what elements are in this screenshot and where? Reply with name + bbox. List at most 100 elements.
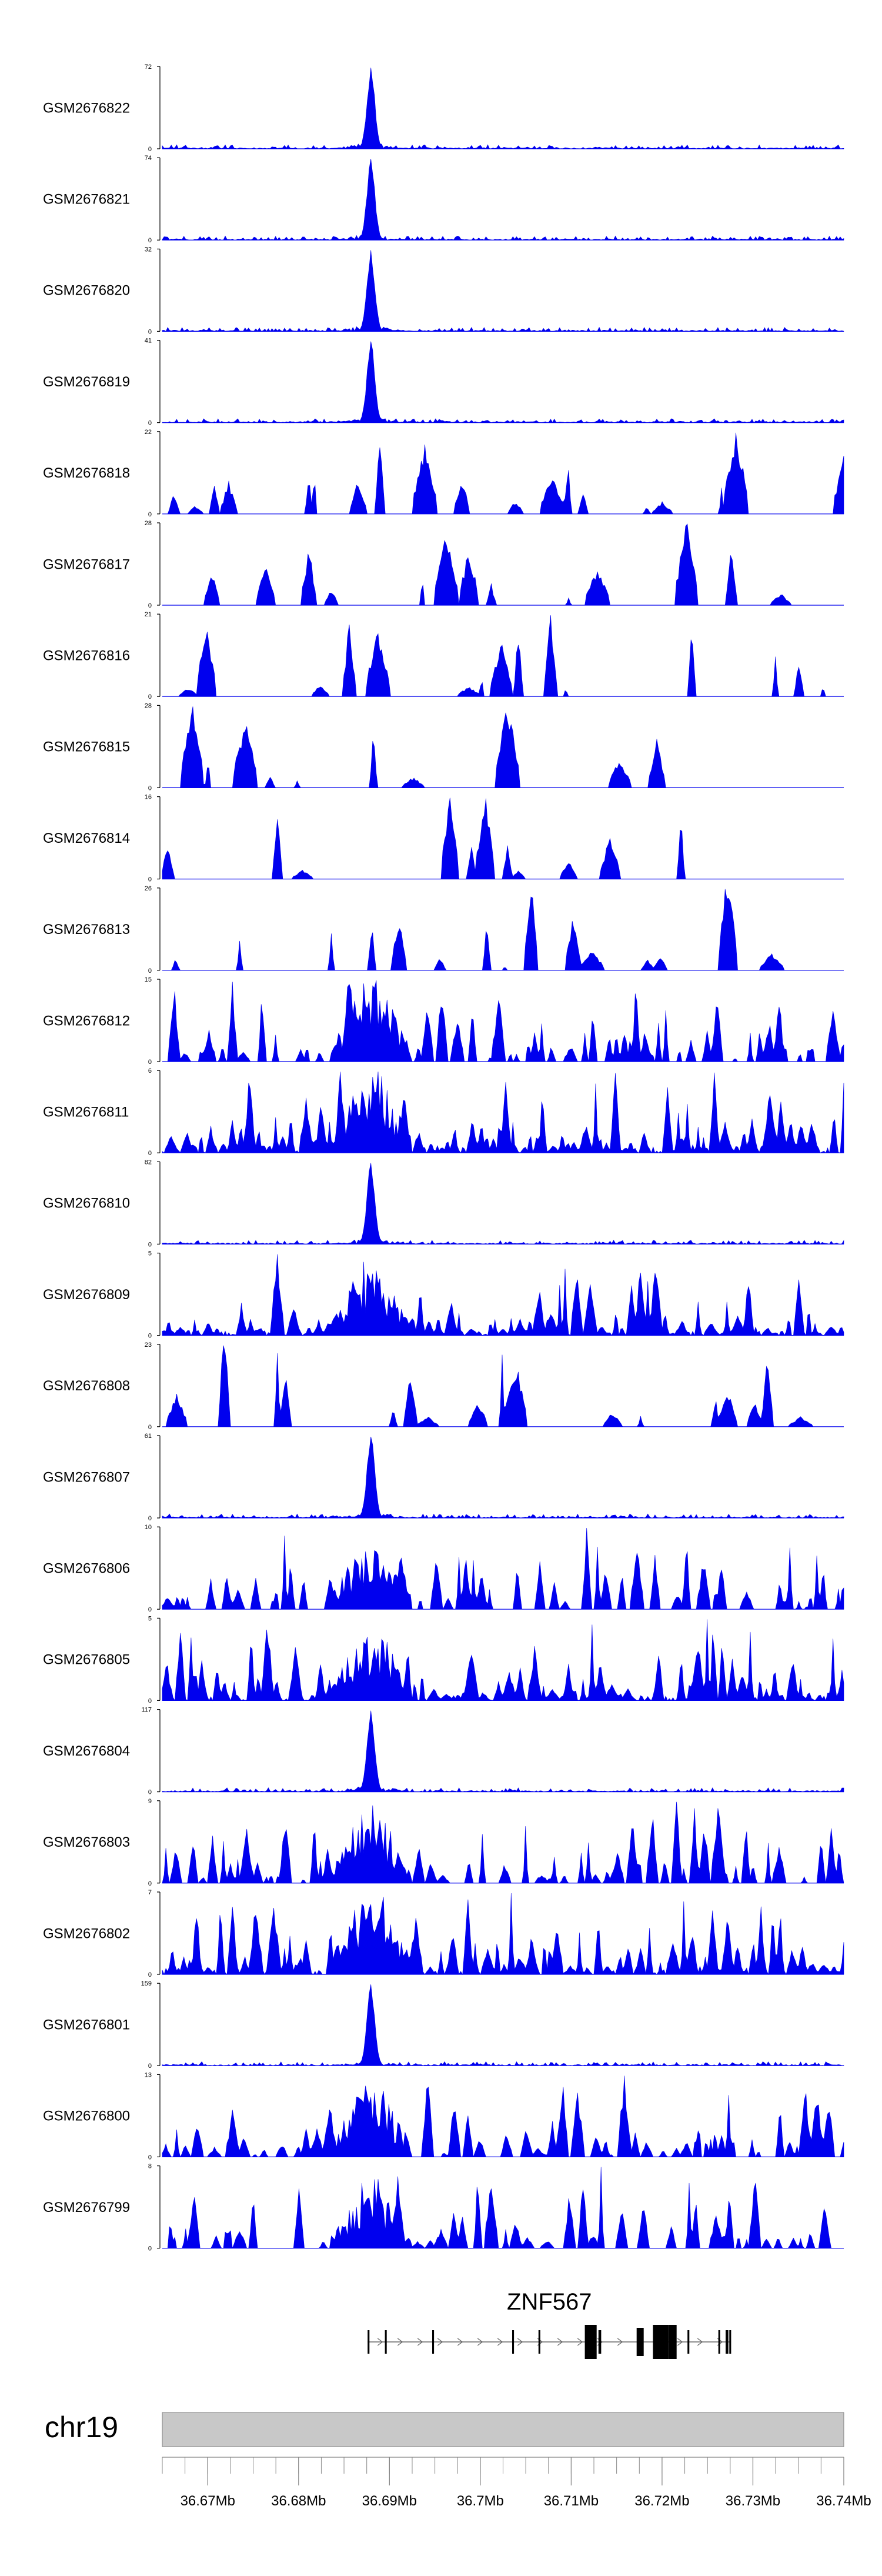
gene-track: ZNF567: [368, 2289, 731, 2359]
y-zero-label: 0: [148, 876, 152, 883]
gene-exon: [584, 2325, 597, 2359]
genome-axis: 36.67Mb 36.68Mb 36.69Mb 36.7Mb 36.71Mb 36.72M…: [162, 2457, 871, 2509]
y-zero-label: 0: [148, 602, 152, 609]
track-label: GSM2676819: [43, 374, 130, 390]
strand-arrow: [417, 2338, 423, 2346]
track-gsm2676805: GSM2676805 5 0: [43, 1615, 844, 1704]
signal-tracks: GSM2676822720GSM2676821740GSM2676820320G…: [43, 64, 844, 2253]
y-max-label: 26: [145, 885, 152, 892]
y-zero-label: 0: [148, 237, 152, 244]
signal-area: [162, 980, 844, 1063]
y-max-label: 28: [145, 702, 152, 709]
gene-exon: [368, 2330, 370, 2354]
y-max-label: 117: [141, 1707, 152, 1714]
signal-area: [162, 159, 844, 241]
signal-area: [162, 1710, 844, 1793]
track-label: GSM2676807: [43, 1469, 130, 1485]
y-max-label: 82: [145, 1159, 152, 1166]
track-label: GSM2676809: [43, 1287, 130, 1303]
track-label: GSM2676799: [43, 2200, 130, 2215]
track-label: GSM2676800: [43, 2108, 130, 2124]
signal-area: [162, 1893, 844, 1976]
y-zero-label: 0: [148, 1424, 152, 1431]
track-gsm2676803: GSM2676803 9 0: [43, 1798, 844, 1887]
signal-area: [162, 1984, 844, 2066]
y-max-label: 5: [148, 1250, 152, 1257]
track-gsm2676819: GSM2676819 41 0: [43, 338, 844, 427]
y-zero-label: 0: [148, 1789, 152, 1796]
track-gsm2676806: GSM2676806 10 0: [43, 1524, 844, 1613]
signal-area: [162, 1163, 844, 1244]
track-gsm2676809: GSM2676809 5 0: [43, 1250, 844, 1340]
gene-exon: [432, 2330, 435, 2354]
track-gsm2676818: GSM2676818 22 0: [43, 429, 844, 518]
y-max-label: 22: [145, 429, 152, 436]
track-label: GSM2676817: [43, 556, 130, 572]
signal-area: [162, 1345, 844, 1427]
signal-area: [162, 341, 844, 423]
ideogram-track: chr19: [45, 2411, 844, 2447]
track-gsm2676821: GSM2676821 74 0: [43, 155, 844, 244]
x-tick-label: 36.67Mb: [181, 2493, 235, 2509]
signal-area: [162, 1072, 844, 1154]
gene-exon: [636, 2328, 644, 2356]
track-gsm2676812: GSM2676812 15 0: [43, 976, 844, 1066]
gene-exon: [668, 2325, 677, 2359]
strand-arrow: [457, 2338, 463, 2346]
strand-arrow: [477, 2338, 483, 2346]
gene-exon: [718, 2330, 720, 2354]
y-max-label: 16: [145, 794, 152, 801]
y-zero-label: 0: [148, 328, 152, 335]
track-label: GSM2676803: [43, 1834, 130, 1850]
y-max-label: 74: [145, 155, 152, 162]
track-label: GSM2676801: [43, 2017, 130, 2033]
track-label: GSM2676808: [43, 1378, 130, 1394]
gene-exon: [729, 2330, 731, 2354]
signal-area: [162, 2076, 844, 2158]
gene-name-label: ZNF567: [507, 2289, 592, 2315]
signal-area: [162, 615, 844, 697]
y-zero-label: 0: [148, 1241, 152, 1248]
track-gsm2676815: GSM2676815 28 0: [43, 702, 844, 792]
y-zero-label: 0: [148, 511, 152, 518]
y-zero-label: 0: [148, 1150, 152, 1157]
y-max-label: 41: [145, 338, 152, 345]
y-zero-label: 0: [148, 420, 152, 427]
strand-arrow: [557, 2338, 563, 2346]
track-gsm2676800: GSM2676800 13 0: [43, 2071, 844, 2161]
signal-area: [162, 1254, 844, 1336]
y-zero-label: 0: [148, 1515, 152, 1522]
y-zero-label: 0: [148, 693, 152, 700]
strand-arrow: [377, 2338, 383, 2346]
y-zero-label: 0: [148, 2154, 152, 2161]
track-gsm2676811: GSM2676811 6 0: [43, 1067, 844, 1157]
gene-exon: [726, 2330, 729, 2354]
x-tick-label: 36.69Mb: [362, 2493, 417, 2509]
y-zero-label: 0: [148, 1697, 152, 1704]
track-gsm2676810: GSM2676810 82 0: [43, 1159, 844, 1248]
x-tick-label: 36.73Mb: [726, 2493, 780, 2509]
track-label: GSM2676822: [43, 100, 130, 116]
gene-exon: [512, 2330, 514, 2354]
gene-exon: [598, 2330, 602, 2354]
x-tick-label: 36.74Mb: [816, 2493, 871, 2509]
signal-area: [162, 250, 844, 332]
y-zero-label: 0: [148, 1333, 152, 1340]
track-label: GSM2676816: [43, 648, 130, 664]
gene-exon: [653, 2325, 669, 2359]
gene-exon: [687, 2330, 690, 2354]
track-label: GSM2676810: [43, 1196, 130, 1212]
track-label: GSM2676820: [43, 283, 130, 299]
track-label: GSM2676811: [43, 1105, 129, 1120]
y-max-label: 15: [145, 976, 152, 983]
signal-area: [162, 889, 844, 971]
y-zero-label: 0: [148, 2245, 152, 2253]
x-tick-label: 36.72Mb: [634, 2493, 689, 2509]
signal-area: [162, 706, 844, 788]
y-zero-label: 0: [148, 1971, 152, 1978]
y-max-label: 159: [141, 1980, 152, 1987]
y-zero-label: 0: [148, 785, 152, 792]
track-label: GSM2676805: [43, 1652, 130, 1668]
track-label: GSM2676815: [43, 739, 130, 755]
